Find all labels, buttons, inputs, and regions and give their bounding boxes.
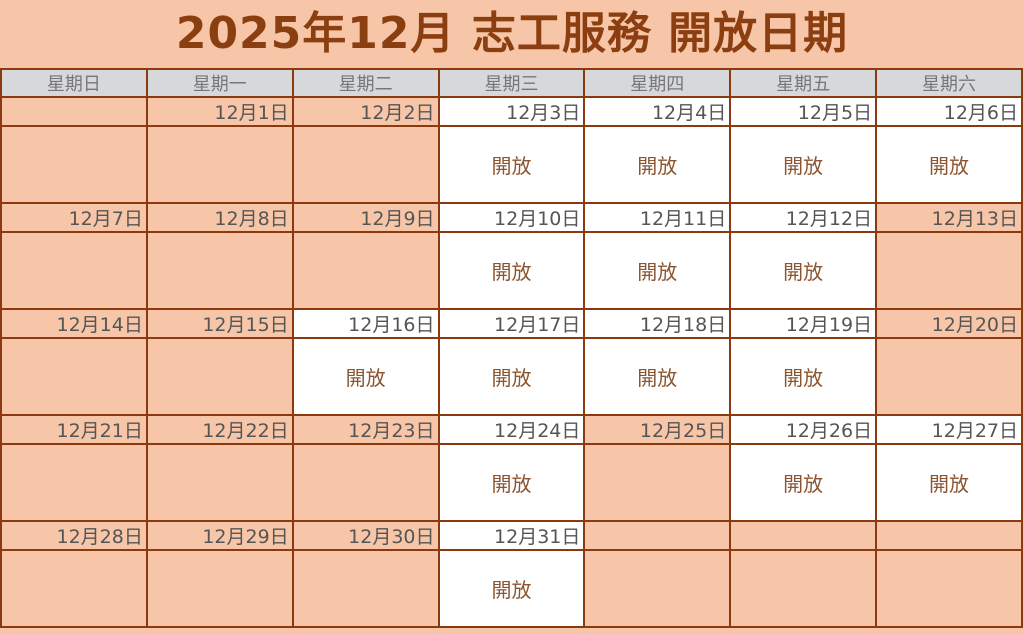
day-closed-cell xyxy=(583,443,732,522)
day-closed-cell xyxy=(291,549,440,628)
day-date-cell xyxy=(583,520,732,551)
day-date-cell: 12月23日 xyxy=(291,414,440,445)
day-date-cell: 12月1日 xyxy=(145,96,294,127)
day-closed-cell xyxy=(291,125,440,204)
day-date-cell: 12月7日 xyxy=(0,202,148,233)
day-date-cell: 12月16日 xyxy=(291,308,440,339)
day-open-cell: 開放 xyxy=(875,125,1023,204)
day-date-cell: 12月31日 xyxy=(437,520,586,551)
week-status-row: 開放 開放 開放 開放 xyxy=(0,125,1023,204)
day-closed-cell xyxy=(875,549,1023,628)
day-date-cell: 12月3日 xyxy=(437,96,586,127)
day-closed-cell xyxy=(0,125,148,204)
day-open-cell: 開放 xyxy=(291,337,440,416)
day-open-cell: 開放 xyxy=(583,125,732,204)
day-date-cell: 12月4日 xyxy=(583,96,732,127)
day-open-cell: 開放 xyxy=(729,337,878,416)
day-closed-cell xyxy=(145,443,294,522)
day-date-cell: 12月9日 xyxy=(291,202,440,233)
day-closed-cell xyxy=(291,231,440,310)
day-open-cell: 開放 xyxy=(875,443,1023,522)
day-closed-cell xyxy=(0,231,148,310)
day-date-cell: 12月27日 xyxy=(875,414,1023,445)
day-open-cell: 開放 xyxy=(437,231,586,310)
weekday-saturday: 星期六 xyxy=(875,68,1023,98)
day-date-cell: 12月13日 xyxy=(875,202,1023,233)
day-date-cell: 12月29日 xyxy=(145,520,294,551)
day-date-cell xyxy=(729,520,878,551)
day-date-cell xyxy=(0,96,148,127)
week-status-row: 開放 開放 開放 xyxy=(0,443,1023,522)
day-open-cell: 開放 xyxy=(437,125,586,204)
day-open-cell: 開放 xyxy=(729,125,878,204)
day-open-cell: 開放 xyxy=(729,231,878,310)
day-date-cell: 12月30日 xyxy=(291,520,440,551)
week-date-row: 12月14日 12月15日 12月16日 12月17日 12月18日 12月19日 12月2… xyxy=(0,308,1023,339)
day-date-cell: 12月10日 xyxy=(437,202,586,233)
day-date-cell: 12月18日 xyxy=(583,308,732,339)
day-date-cell: 12月2日 xyxy=(291,96,440,127)
day-closed-cell xyxy=(0,443,148,522)
day-date-cell: 12月19日 xyxy=(729,308,878,339)
week-status-row: 開放 開放 開放 開放 xyxy=(0,337,1023,416)
day-date-cell: 12月12日 xyxy=(729,202,878,233)
day-date-cell: 12月5日 xyxy=(729,96,878,127)
week-date-row: 12月21日 12月22日 12月23日 12月24日 12月25日 12月26日 12月2… xyxy=(0,414,1023,445)
day-date-cell: 12月17日 xyxy=(437,308,586,339)
weekday-thursday: 星期四 xyxy=(583,68,732,98)
day-open-cell: 開放 xyxy=(583,337,732,416)
day-date-cell: 12月24日 xyxy=(437,414,586,445)
weekday-wednesday: 星期三 xyxy=(437,68,586,98)
weekday-header-row: 星期日 星期一 星期二 星期三 星期四 星期五 星期六 xyxy=(0,68,1023,98)
week-status-row: 開放 xyxy=(0,549,1023,628)
week-date-row: 12月1日 12月2日 12月3日 12月4日 12月5日 12月6日 xyxy=(0,96,1023,127)
weekday-tuesday: 星期二 xyxy=(291,68,440,98)
day-open-cell: 開放 xyxy=(437,443,586,522)
day-closed-cell xyxy=(583,549,732,628)
week-date-row: 12月28日 12月29日 12月30日 12月31日 xyxy=(0,520,1023,551)
day-closed-cell xyxy=(875,231,1023,310)
weekday-friday: 星期五 xyxy=(729,68,878,98)
day-date-cell: 12月21日 xyxy=(0,414,148,445)
day-closed-cell xyxy=(0,549,148,628)
day-date-cell: 12月26日 xyxy=(729,414,878,445)
day-date-cell: 12月20日 xyxy=(875,308,1023,339)
day-open-cell: 開放 xyxy=(583,231,732,310)
day-closed-cell xyxy=(145,337,294,416)
day-date-cell: 12月22日 xyxy=(145,414,294,445)
day-date-cell xyxy=(875,520,1023,551)
day-closed-cell xyxy=(875,337,1023,416)
weekday-sunday: 星期日 xyxy=(0,68,148,98)
day-date-cell: 12月6日 xyxy=(875,96,1023,127)
day-date-cell: 12月8日 xyxy=(145,202,294,233)
day-open-cell: 開放 xyxy=(729,443,878,522)
day-date-cell: 12月25日 xyxy=(583,414,732,445)
day-closed-cell xyxy=(145,549,294,628)
weekday-monday: 星期一 xyxy=(145,68,294,98)
day-closed-cell xyxy=(729,549,878,628)
calendar-grid: 星期日 星期一 星期二 星期三 星期四 星期五 星期六 12月1日 12月2日 12… xyxy=(0,68,1023,628)
day-closed-cell xyxy=(0,337,148,416)
day-closed-cell xyxy=(145,125,294,204)
week-date-row: 12月7日 12月8日 12月9日 12月10日 12月11日 12月12日 12月13日 xyxy=(0,202,1023,233)
day-closed-cell xyxy=(291,443,440,522)
day-date-cell: 12月28日 xyxy=(0,520,148,551)
calendar-title: 2025年12月 志工服務 開放日期 xyxy=(175,8,849,59)
week-status-row: 開放 開放 開放 xyxy=(0,231,1023,310)
day-date-cell: 12月11日 xyxy=(583,202,732,233)
day-closed-cell xyxy=(145,231,294,310)
day-date-cell: 12月15日 xyxy=(145,308,294,339)
day-date-cell: 12月14日 xyxy=(0,308,148,339)
day-open-cell: 開放 xyxy=(437,549,586,628)
day-open-cell: 開放 xyxy=(437,337,586,416)
